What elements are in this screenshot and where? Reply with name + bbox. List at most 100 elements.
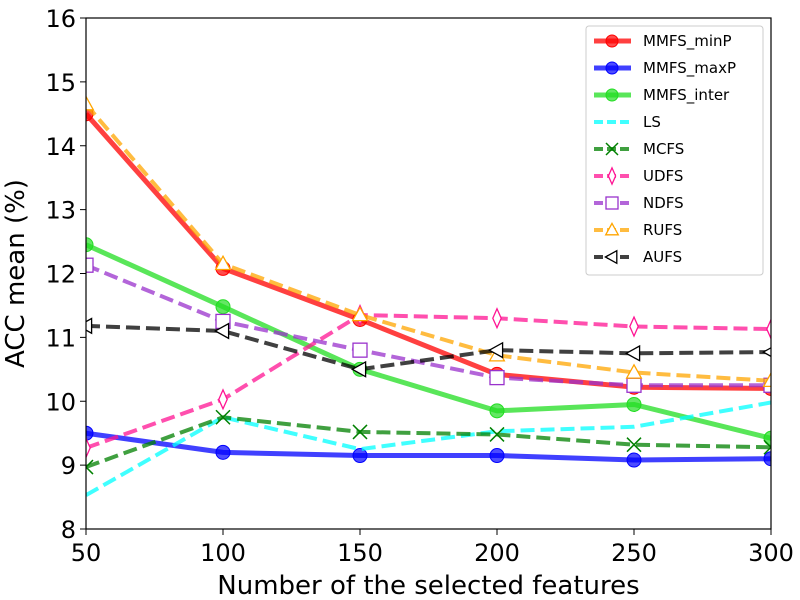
legend-label: MMFS_minP: [643, 32, 732, 51]
series-ls: [86, 400, 771, 497]
data-point: [487, 341, 504, 359]
data-point: [629, 315, 639, 338]
data-point: [86, 425, 94, 441]
data-point: [214, 254, 232, 271]
legend-label: MMFS_maxP: [643, 59, 736, 78]
x-axis-title: Number of the selected features: [217, 571, 639, 600]
data-point: [352, 424, 368, 440]
series-ndfs: [86, 257, 771, 393]
data-point: [218, 388, 228, 411]
data-point: [352, 342, 368, 358]
series-line: [86, 263, 771, 388]
legend-label: MCFS: [643, 140, 684, 158]
legend-item: AUFS: [594, 248, 682, 266]
legend-item: MMFS_inter: [594, 86, 730, 105]
data-point: [213, 322, 230, 340]
y-tick-label: 13: [45, 197, 76, 225]
data-point: [86, 237, 94, 253]
data-point: [489, 369, 505, 386]
legend-box: [585, 25, 764, 276]
data-point: [624, 344, 641, 362]
data-point: [604, 249, 618, 265]
x-axis-ticks: 50 100 150 200 250 300: [71, 529, 794, 567]
data-point: [766, 318, 771, 341]
series-line: [86, 430, 771, 463]
legend: MMFS_minP MMFS_maxP MMFS_inter LS MCFS UDFS ND…: [585, 25, 764, 276]
data-point: [215, 409, 231, 425]
legend-item: NDFS: [594, 194, 684, 212]
data-point: [626, 437, 642, 453]
x-tick-label: 150: [337, 539, 383, 567]
x-tick-label: 300: [748, 539, 794, 567]
data-point: [86, 95, 95, 111]
legend-label: LS: [643, 113, 661, 131]
legend-label: MMFS_inter: [643, 86, 730, 105]
data-point: [607, 166, 617, 186]
data-point: [489, 403, 505, 419]
legend-item: LS: [594, 113, 661, 131]
series-mcfs: [86, 409, 771, 475]
data-point: [350, 360, 367, 378]
data-point: [492, 307, 502, 330]
series-layer: [86, 95, 771, 497]
series-line: [86, 313, 771, 450]
y-tick-label: 9: [61, 452, 76, 480]
legend-item: MCFS: [594, 140, 684, 158]
y-tick-label: 10: [45, 388, 76, 416]
data-point: [626, 377, 642, 393]
data-point: [489, 448, 505, 464]
data-point: [605, 61, 619, 75]
y-tick-label: 15: [45, 69, 76, 97]
data-point: [86, 257, 94, 273]
y-axis-title: ACC mean (%): [1, 179, 31, 368]
y-tick-label: 11: [45, 324, 76, 352]
data-point: [762, 371, 771, 388]
y-tick-label: 12: [45, 261, 76, 289]
data-point: [626, 396, 642, 412]
data-point: [625, 363, 643, 379]
y-axis-ticks: 8 9 10 11 12 13 14 15 16: [45, 5, 86, 544]
series-line: [86, 400, 771, 497]
series-line: [86, 323, 771, 372]
y-tick-label: 14: [45, 133, 76, 161]
data-point: [763, 439, 771, 455]
data-point: [605, 142, 619, 156]
legend-item: MMFS_maxP: [594, 59, 736, 78]
legend-label: RUFS: [643, 221, 682, 239]
series-line: [86, 242, 771, 441]
series-line: [86, 112, 771, 391]
data-point: [761, 347, 771, 358]
legend-item: RUFS: [594, 221, 682, 239]
series-line: [86, 102, 771, 383]
data-point: [605, 34, 619, 48]
data-point: [605, 88, 619, 102]
data-point: [763, 451, 771, 467]
x-tick-label: 100: [200, 539, 246, 567]
data-point: [604, 222, 620, 236]
x-tick-label: 50: [71, 539, 102, 567]
series-mmfs_maxp: [86, 425, 771, 468]
series-udfs: [86, 303, 771, 459]
legend-item: UDFS: [594, 166, 683, 186]
legend-item: MMFS_minP: [594, 32, 732, 51]
x-tick-label: 250: [611, 539, 657, 567]
data-point: [351, 305, 369, 322]
data-point: [215, 444, 231, 460]
data-point: [605, 196, 619, 210]
data-point: [489, 426, 505, 442]
data-point: [86, 317, 93, 335]
data-point: [86, 436, 91, 459]
legend-label: UDFS: [643, 167, 683, 185]
y-tick-label: 16: [45, 5, 76, 33]
legend-label: NDFS: [643, 194, 684, 212]
data-point: [215, 299, 231, 315]
legend-label: AUFS: [643, 248, 682, 266]
data-point: [626, 452, 642, 468]
y-tick-label: 8: [61, 516, 76, 544]
x-tick-label: 200: [474, 539, 520, 567]
data-point: [86, 459, 94, 475]
data-point: [352, 448, 368, 464]
series-aufs: [86, 317, 771, 378]
series-line: [86, 415, 771, 469]
